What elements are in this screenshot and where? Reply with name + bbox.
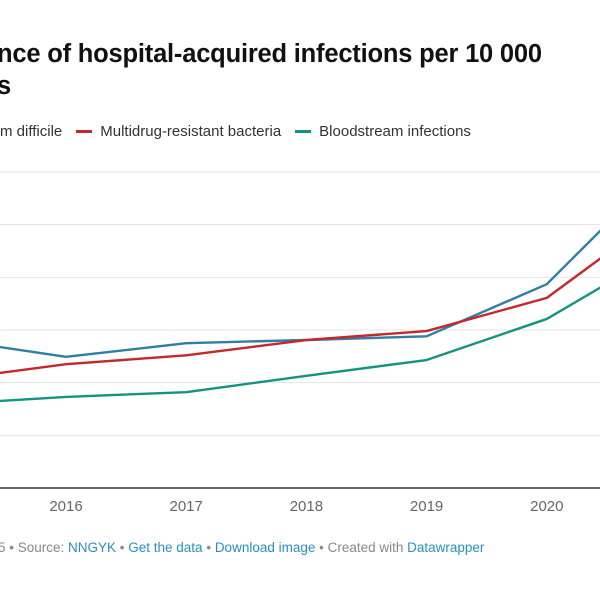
series-line-1 [0, 257, 600, 375]
legend-swatch [295, 130, 312, 133]
datawrapper-link[interactable]: Datawrapper [407, 540, 485, 555]
footer: 5 • Source: NNGYK • Get the data • Downl… [0, 540, 484, 555]
footer-sep: • [202, 540, 215, 555]
x-tick-label: 2016 [49, 498, 82, 515]
x-tick-label: 2019 [410, 498, 443, 515]
legend-item-multidrug: Multidrug-resistant bacteria [76, 123, 281, 140]
legend-item-clostridium: m difficile [0, 123, 62, 140]
series-line-2 [0, 286, 600, 403]
chart-title-line-2: s [0, 72, 11, 100]
footer-text: 5 • Source: [0, 540, 69, 555]
chart-title-line-1: nce of hospital-acquired infections per … [0, 40, 542, 68]
legend-swatch [76, 130, 93, 133]
footer-sep: • [116, 540, 129, 555]
footer-text: • Created with [315, 540, 408, 555]
legend-item-bloodstream: Bloodstream infections [295, 123, 471, 140]
legend-label: m difficile [0, 123, 63, 140]
source-link[interactable]: NNGYK [68, 540, 117, 555]
x-tick-label: 2018 [290, 498, 323, 515]
legend-label: Bloodstream infections [319, 123, 471, 140]
legend-label: Multidrug-resistant bacteria [100, 123, 282, 140]
x-tick-label: 2017 [170, 498, 203, 515]
get-data-link[interactable]: Get the data [128, 540, 203, 555]
download-image-link[interactable]: Download image [214, 540, 316, 555]
series-line-0 [0, 229, 600, 359]
legend: m difficile Multidrug-resistant bacteria… [0, 123, 485, 140]
x-tick-label: 2020 [530, 498, 563, 515]
